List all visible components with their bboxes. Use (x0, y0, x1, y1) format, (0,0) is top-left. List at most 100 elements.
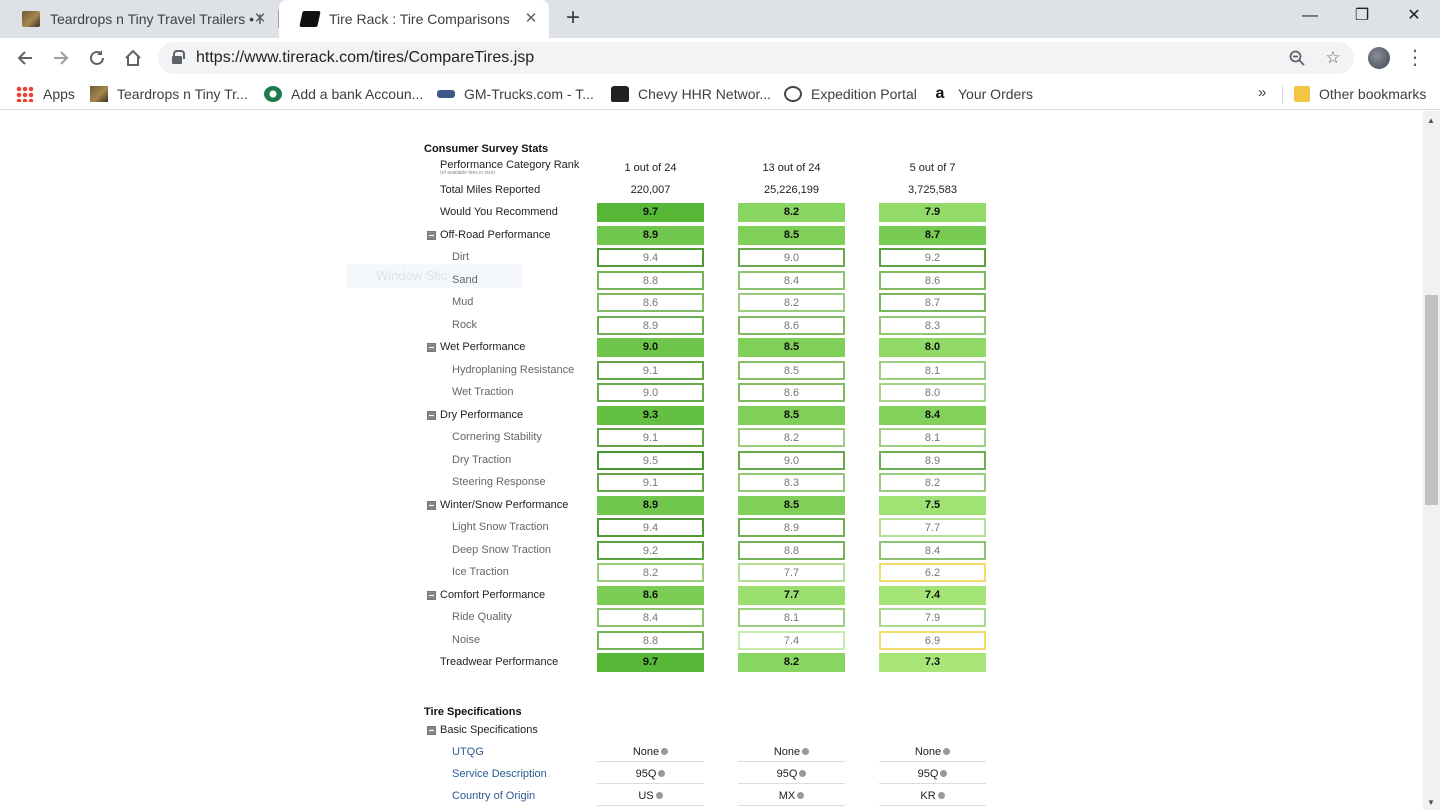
other-bookmarks[interactable]: Other bookmarks (1294, 84, 1426, 104)
subscore-cell: 7.7 (879, 518, 986, 537)
collapse-toggle-icon[interactable] (427, 410, 436, 420)
spec-value-text: None (914, 746, 942, 758)
spec-value: MX (738, 786, 845, 806)
scrollbar-thumb[interactable] (1425, 295, 1438, 505)
collapse-toggle-icon[interactable] (427, 343, 436, 352)
collapse-toggle-icon[interactable] (427, 500, 436, 510)
subscore-cell: 8.6 (738, 383, 845, 402)
info-icon[interactable] (940, 770, 948, 777)
score-cell: 8.5 (738, 405, 845, 425)
info-icon[interactable] (943, 748, 951, 755)
close-window-button[interactable]: ✕ (1407, 7, 1421, 24)
score-cell: 8.9 (597, 225, 704, 245)
bookmarks-overflow-button[interactable]: » (1258, 84, 1267, 101)
info-icon[interactable] (937, 792, 945, 799)
teardrops-favicon-icon (22, 11, 40, 27)
subscore-cell: 7.4 (738, 630, 845, 650)
restore-button[interactable]: ❐ (1354, 7, 1370, 24)
category-label: Off-Road Performance (440, 228, 551, 241)
spec-value-text: 95Q (917, 768, 939, 780)
star-icon[interactable]: ☆ (1325, 48, 1341, 67)
subcategory-label: Dry Traction (452, 453, 512, 466)
scroll-up-icon[interactable]: ▲ (1427, 116, 1435, 125)
tab-title: Tire Rack : Tire Comparisons (329, 11, 510, 27)
spec-label[interactable]: Country of Origin (452, 790, 536, 802)
address-bar[interactable]: https://www.tirerack.com/tires/CompareTi… (158, 42, 1354, 74)
collapse-toggle-icon[interactable] (427, 726, 436, 735)
close-tab-icon[interactable]: ✕ (253, 10, 267, 27)
subscore-cell: 9.0 (738, 248, 845, 267)
subscore-cell: 9.5 (597, 450, 704, 470)
spec-label[interactable]: Service Description (452, 768, 547, 780)
subcategory-label: Dirt (452, 251, 470, 263)
subscore-cell: 8.1 (879, 360, 986, 380)
info-icon[interactable] (655, 792, 663, 799)
tab-teardrops[interactable]: Teardrops n Tiny Travel Trailers • I ✕ (0, 0, 278, 38)
bookmark-expedition-portal[interactable]: Expedition Portal (784, 84, 917, 104)
info-icon[interactable] (799, 770, 807, 777)
url-text[interactable]: https://www.tirerack.com/tires/CompareTi… (196, 49, 535, 66)
score-cell: 7.7 (738, 585, 845, 605)
subscore-cell: 9.4 (597, 518, 704, 537)
subscore-cell: 8.3 (738, 473, 845, 492)
back-button[interactable] (12, 45, 38, 71)
bookmark-teardrops[interactable]: Teardrops n Tiny Tr... (90, 84, 248, 104)
lock-icon (172, 50, 185, 64)
teardrops-favicon-icon (90, 86, 108, 102)
vertical-scrollbar[interactable]: ▲ ▼ (1423, 111, 1440, 810)
score-cell: 8.2 (738, 203, 845, 222)
spec-value: None (738, 742, 845, 762)
collapse-toggle-icon[interactable] (427, 230, 436, 240)
bookmark-bank[interactable]: Add a bank Accoun... (264, 84, 423, 104)
score-cell: 7.5 (879, 495, 986, 515)
bookmark-your-orders[interactable]: a Your Orders (931, 84, 1033, 104)
score-cell: 9.3 (597, 405, 704, 425)
forward-button[interactable] (48, 45, 74, 71)
subscore-cell: 8.8 (597, 630, 704, 650)
new-tab-button[interactable]: + (565, 4, 580, 31)
tab-divider (278, 10, 279, 28)
page-viewport: Window Stic Consumer Survey Stats Perform… (0, 111, 1440, 810)
spec-label[interactable]: UTQG (452, 746, 484, 758)
info-icon[interactable] (661, 748, 669, 755)
subscore-cell: 8.4 (738, 270, 845, 290)
info-icon[interactable] (797, 792, 805, 799)
score-cell: 7.3 (879, 653, 986, 672)
rank-value: 1 out of 24 (624, 162, 677, 174)
miles-value: 3,725,583 (908, 184, 957, 196)
spec-value: None (597, 742, 704, 762)
home-button[interactable] (120, 45, 146, 71)
info-icon[interactable] (802, 748, 810, 755)
subcategory-label: Wet Traction (452, 386, 514, 398)
minimize-button[interactable]: — (1302, 7, 1318, 24)
bookmark-apps[interactable]: Apps (16, 84, 75, 104)
spec-value: 95Q (738, 764, 845, 784)
subscore-cell: 8.2 (738, 293, 845, 312)
profile-avatar[interactable] (1368, 47, 1390, 69)
bookmark-label: Your Orders (958, 86, 1033, 102)
score-cell: 8.9 (597, 495, 704, 515)
subscore-cell: 8.9 (597, 315, 704, 335)
collapse-toggle-icon[interactable] (427, 590, 436, 600)
subcategory-label: Sand (452, 273, 478, 286)
close-tab-icon[interactable]: ✕ (524, 10, 538, 27)
menu-icon[interactable]: ⋮ (1405, 47, 1425, 69)
survey-section-title: Consumer Survey Stats (424, 143, 549, 155)
category-label: Treadwear Performance (440, 656, 559, 668)
reload-button[interactable] (84, 45, 110, 71)
subcategory-label: Rock (452, 318, 478, 331)
tab-tirerack[interactable]: Tire Rack : Tire Comparisons ✕ (279, 0, 549, 38)
info-icon[interactable] (658, 770, 666, 777)
bookmark-label: Other bookmarks (1319, 86, 1427, 102)
miles-value: 220,007 (630, 184, 671, 196)
score-cell: 8.5 (738, 338, 845, 357)
browser-toolbar: https://www.tirerack.com/tires/CompareTi… (0, 38, 1440, 78)
score-cell: 8.4 (879, 405, 986, 425)
score-cell: 8.0 (879, 338, 986, 357)
bookmark-gm-trucks[interactable]: GM-Trucks.com - T... (437, 84, 594, 104)
scroll-down-icon[interactable]: ▼ (1427, 798, 1435, 807)
zoom-icon[interactable] (1286, 47, 1308, 69)
bookmark-chevy-hhr[interactable]: Chevy HHR Networ... (611, 84, 771, 104)
score-cell: 8.2 (738, 653, 845, 672)
spec-value-text: 95Q (776, 768, 798, 780)
